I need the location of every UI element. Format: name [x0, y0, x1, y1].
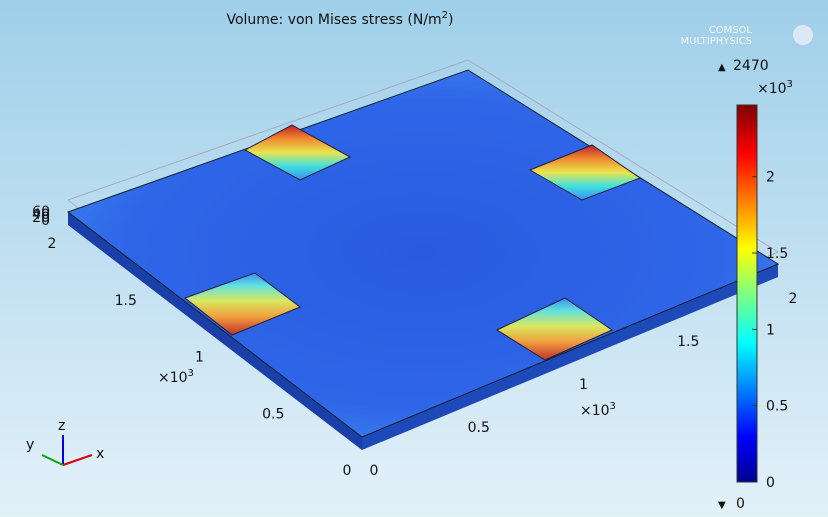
triad-label: y	[26, 437, 34, 453]
multiplier-base: ×10	[580, 403, 610, 419]
colorbar-tick-label: 0	[766, 475, 775, 491]
y-axis-tick-label: 1	[195, 350, 204, 366]
multiplier-base: ×10	[158, 370, 188, 386]
plot-view: Volume: von Mises stress (N/m2) COMSOL M…	[0, 0, 828, 517]
logo-mark	[793, 25, 813, 45]
logo: MULTIPHYSICS	[681, 36, 752, 47]
x-axis-tick-label: 1.5	[677, 334, 699, 350]
y-axis-tick-label: 0	[343, 463, 352, 479]
colorbar-min: 0	[736, 496, 745, 512]
plot-title: Volume: von Mises stress (N/m2)	[226, 10, 453, 28]
colorbar-tick-label: 0.5	[766, 399, 788, 415]
colorbar-max-marker: ▲	[718, 62, 726, 73]
z-axis-tick-label: 60	[32, 204, 50, 220]
multiplier-exp: 3	[787, 79, 793, 90]
colorbar-min-marker: ▼	[718, 500, 726, 511]
multiplier-exp: 3	[610, 401, 616, 412]
multiplier-exp: 3	[188, 368, 194, 379]
x-axis-tick-label: 0	[370, 463, 379, 479]
colorbar-max: 2470	[733, 58, 769, 74]
triad-label: x	[96, 446, 104, 462]
y-axis-tick-label: 2	[48, 236, 57, 252]
colorbar	[737, 105, 757, 482]
y-axis-tick-label: 1.5	[115, 293, 137, 309]
triad-label: z	[58, 418, 65, 434]
colorbar-tick-label: 1	[766, 322, 775, 338]
colorbar-tick-label: 1.5	[766, 246, 788, 262]
x-axis-tick-label: 0.5	[468, 420, 490, 436]
x-axis-tick-label: 1	[579, 377, 588, 393]
logo: COMSOL	[709, 25, 753, 36]
colorbar-tick-label: 2	[766, 170, 775, 186]
y-axis-tick-label: 0.5	[262, 406, 284, 422]
x-axis-tick-label: 2	[789, 291, 798, 307]
multiplier-base: ×10	[757, 81, 787, 97]
